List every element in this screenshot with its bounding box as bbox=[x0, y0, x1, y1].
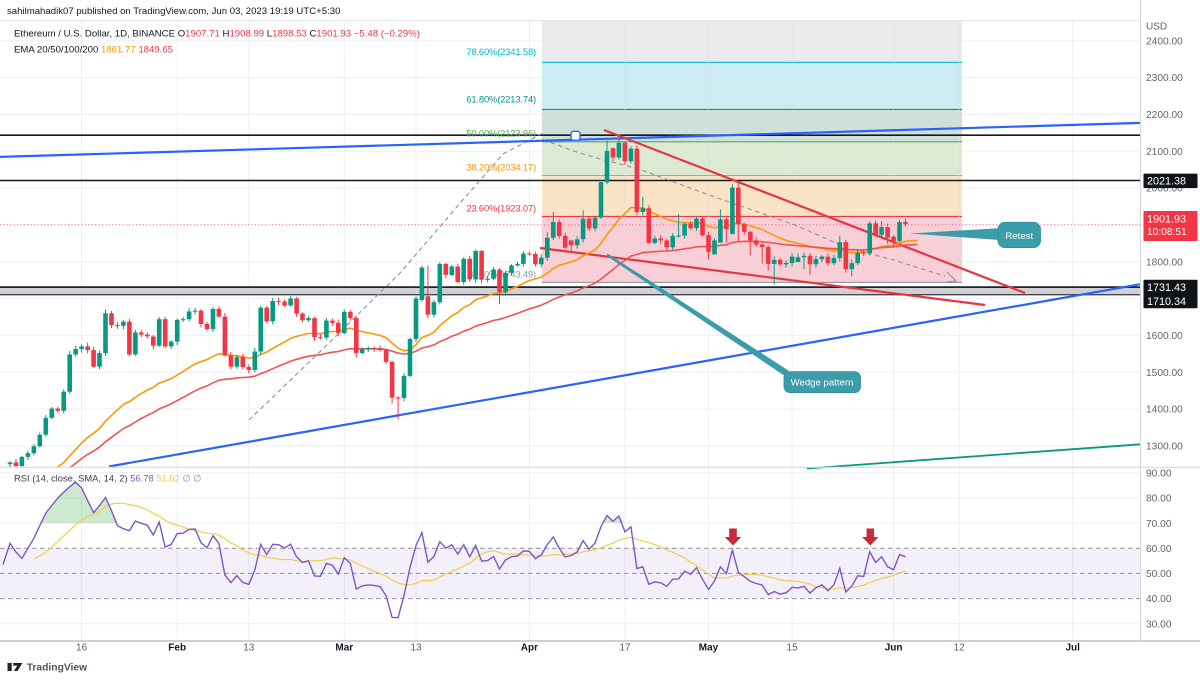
svg-text:sahilmahadik07 published on Tr: sahilmahadik07 published on TradingView.… bbox=[7, 6, 340, 17]
svg-text:1800.00: 1800.00 bbox=[1146, 257, 1183, 268]
svg-text:38.20%(2034.17): 38.20%(2034.17) bbox=[466, 161, 536, 172]
svg-text:2400.00: 2400.00 bbox=[1146, 36, 1183, 47]
svg-text:Jul: Jul bbox=[1065, 643, 1080, 654]
svg-text:Mar: Mar bbox=[335, 643, 353, 654]
svg-text:70.00: 70.00 bbox=[1146, 519, 1172, 530]
svg-text:90.00: 90.00 bbox=[1146, 468, 1172, 479]
svg-text:Feb: Feb bbox=[168, 643, 186, 654]
svg-text:80.00: 80.00 bbox=[1146, 494, 1172, 505]
svg-text:1600.00: 1600.00 bbox=[1146, 331, 1183, 342]
svg-text:Wedge pattern: Wedge pattern bbox=[791, 377, 854, 388]
svg-text:2000.00: 2000.00 bbox=[1146, 184, 1183, 195]
svg-text:EMA 20/50/100/200 1861.77 18: EMA 20/50/100/200 1861.77 1849.65 bbox=[14, 45, 173, 56]
svg-text:May: May bbox=[699, 643, 719, 654]
svg-text:1710.34: 1710.34 bbox=[1147, 296, 1186, 308]
svg-text:10:08:51: 10:08:51 bbox=[1147, 227, 1187, 238]
svg-text:40.00: 40.00 bbox=[1146, 594, 1172, 605]
svg-text:15: 15 bbox=[787, 643, 799, 654]
svg-text:1731.43: 1731.43 bbox=[1147, 282, 1186, 294]
svg-text:2100.00: 2100.00 bbox=[1146, 147, 1183, 158]
svg-text:50.00: 50.00 bbox=[1146, 569, 1172, 580]
svg-text:78.60%(2341.58): 78.60%(2341.58) bbox=[466, 46, 536, 57]
svg-text:Retest: Retest bbox=[1005, 231, 1033, 242]
svg-text:50.00%(2123.96): 50.00%(2123.96) bbox=[466, 127, 536, 138]
svg-text:TradingView: TradingView bbox=[27, 663, 88, 674]
svg-text:Jun: Jun bbox=[885, 643, 903, 654]
svg-text:1901.93: 1901.93 bbox=[1147, 214, 1186, 226]
svg-text:1300.00: 1300.00 bbox=[1146, 441, 1183, 452]
svg-text:60.00: 60.00 bbox=[1146, 544, 1172, 555]
svg-text:16: 16 bbox=[76, 643, 88, 654]
svg-text:USD: USD bbox=[1146, 22, 1167, 33]
svg-text:30.00: 30.00 bbox=[1146, 619, 1172, 630]
svg-text:2021.38: 2021.38 bbox=[1147, 176, 1186, 188]
svg-text:Apr: Apr bbox=[521, 643, 538, 654]
svg-text:61.80%(2213.74): 61.80%(2213.74) bbox=[466, 93, 536, 104]
svg-text:Ethereum / U.S. Dollar, 1D, BI: Ethereum / U.S. Dollar, 1D, BINANCE O190… bbox=[14, 29, 420, 40]
svg-text:17: 17 bbox=[619, 643, 631, 654]
svg-text:23.60%(1923.07): 23.60%(1923.07) bbox=[466, 202, 536, 213]
svg-text:RSI (14, close, SMA, 14, 2) 5: RSI (14, close, SMA, 14, 2) 56.78 51.62 … bbox=[14, 473, 201, 484]
svg-text:1400.00: 1400.00 bbox=[1146, 405, 1183, 416]
svg-text:2300.00: 2300.00 bbox=[1146, 73, 1183, 84]
svg-text:13: 13 bbox=[243, 643, 255, 654]
svg-text:12: 12 bbox=[954, 643, 966, 654]
svg-text:1500.00: 1500.00 bbox=[1146, 368, 1183, 379]
svg-text:13: 13 bbox=[410, 643, 422, 654]
svg-text:2200.00: 2200.00 bbox=[1146, 110, 1183, 121]
